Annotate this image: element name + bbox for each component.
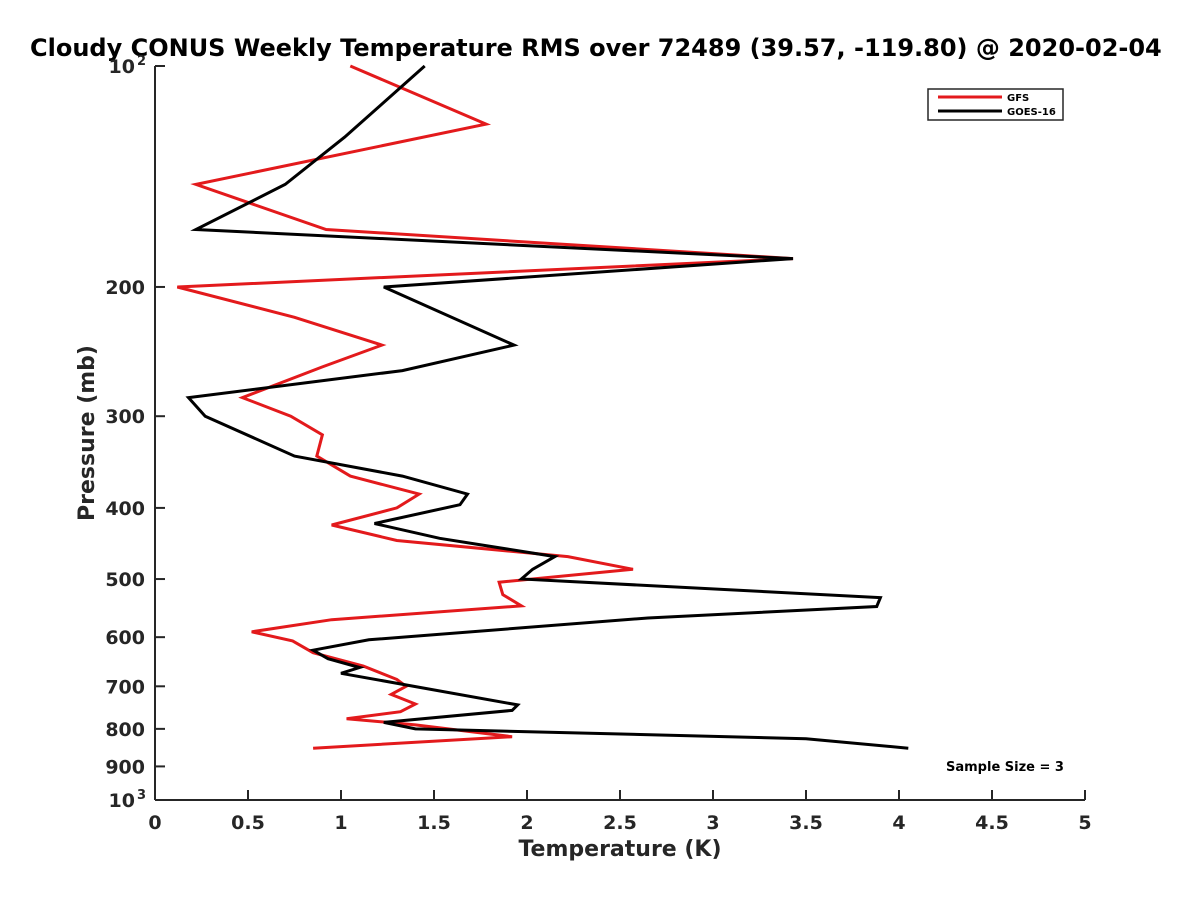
x-tick-label: 1.5 bbox=[417, 812, 451, 834]
y-tick-exponent: 3 bbox=[137, 788, 146, 803]
x-tick-label: 3.5 bbox=[789, 812, 823, 834]
x-tick-label: 3 bbox=[706, 812, 719, 834]
legend-box bbox=[927, 88, 1064, 121]
y-axis-label: Pressure (mb) bbox=[75, 345, 100, 521]
series-layer bbox=[176, 64, 909, 750]
x-tick-label: 2.5 bbox=[603, 812, 637, 834]
y-tick-label: 600 bbox=[105, 627, 145, 649]
sample-size-annotation: Sample Size = 3 bbox=[946, 760, 1064, 775]
x-tick-label: 4 bbox=[892, 812, 905, 834]
series-line-gfs bbox=[176, 64, 794, 750]
y-tick-label: 500 bbox=[105, 569, 145, 591]
legend: GFS GOES-16 bbox=[927, 88, 1064, 121]
x-tick-label: 4.5 bbox=[975, 812, 1009, 834]
y-tick-label: 400 bbox=[105, 498, 145, 520]
y-tick-label: 10 bbox=[109, 790, 135, 812]
y-tick-label: 700 bbox=[105, 676, 145, 698]
legend-label-goes16: GOES-16 bbox=[1007, 107, 1056, 118]
y-tick-label: 800 bbox=[105, 719, 145, 741]
y-tick-label: 10 bbox=[109, 56, 135, 78]
x-tick-label: 1 bbox=[334, 812, 347, 834]
y-tick-label: 300 bbox=[105, 406, 145, 428]
x-axis-label: Temperature (K) bbox=[518, 837, 721, 862]
y-tick-exponent: 2 bbox=[137, 54, 146, 69]
y-tick-label: 900 bbox=[105, 756, 145, 778]
x-tick-label: 5 bbox=[1078, 812, 1091, 834]
x-tick-label: 0 bbox=[148, 812, 161, 834]
y-tick-label: 200 bbox=[105, 277, 145, 299]
series-line-goes16 bbox=[185, 64, 909, 750]
x-tick-label: 0.5 bbox=[231, 812, 265, 834]
chart-title: Cloudy CONUS Weekly Temperature RMS over… bbox=[30, 34, 1162, 62]
x-ticks: 0 0.5 1 1.5 2 2.5 3 3.5 4 4.5 5 bbox=[148, 790, 1092, 834]
x-tick-label: 2 bbox=[520, 812, 533, 834]
legend-label-gfs: GFS bbox=[1007, 93, 1029, 104]
